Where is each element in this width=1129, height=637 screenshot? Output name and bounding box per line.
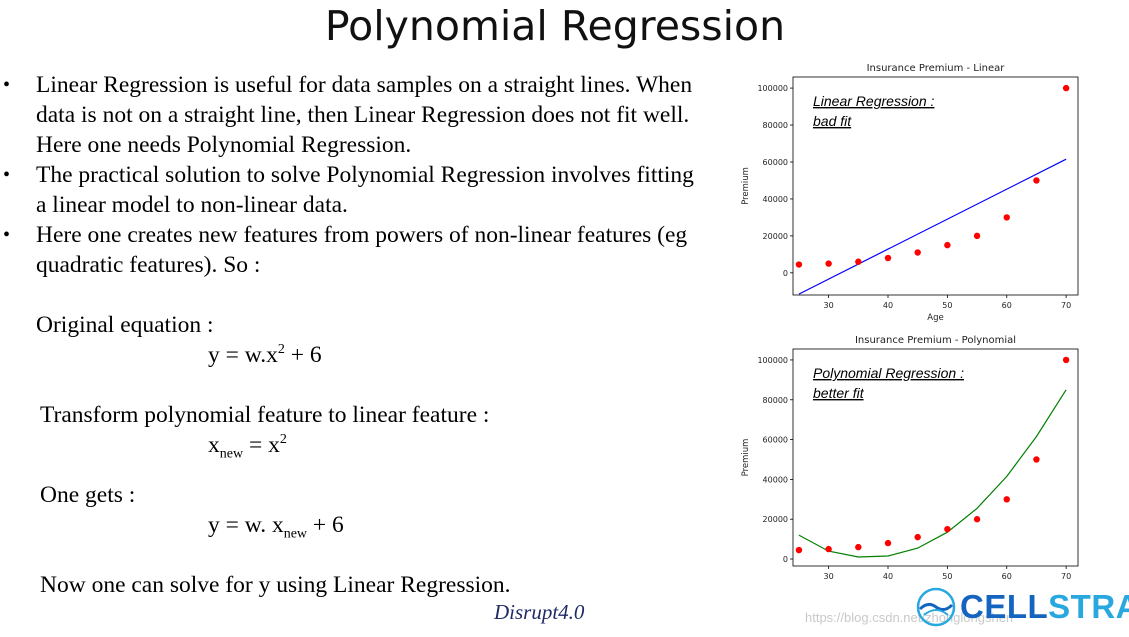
data-point [884, 254, 892, 262]
eq1-lhs: y = w.x [208, 342, 278, 368]
x-tick-label: 40 [883, 572, 893, 581]
handshake-globe-icon [916, 587, 956, 627]
bullet-text: The practical solution to solve Polynomi… [36, 162, 694, 218]
data-point [825, 545, 832, 553]
logo-text-cell: CELL [960, 588, 1049, 625]
data-point [1003, 496, 1010, 503]
original-equation-label: Original equation : [36, 312, 214, 338]
bullet-text: Linear Regression is useful for data sam… [36, 72, 693, 158]
bullet-icon: • [3, 224, 11, 246]
eq1-exponent: 2 [277, 342, 285, 358]
data-point [795, 261, 803, 268]
x-tick-label: 30 [824, 301, 834, 310]
eq3-subscript: new [283, 526, 308, 542]
bullet-text: Here one creates new features from power… [36, 222, 688, 278]
data-point [1003, 214, 1010, 221]
equation-linear: y = w. xnew + 6 [208, 510, 344, 542]
fit-line [798, 389, 1067, 558]
cellstrat-logo: CELLSTRAT [914, 585, 1129, 633]
data-point [1062, 356, 1070, 364]
plot-area [792, 76, 1079, 296]
data-point [944, 525, 951, 533]
y-tick-label: 0 [783, 555, 788, 564]
chart-title: Insurance Premium - Linear [867, 63, 1006, 74]
eq2-exponent: 2 [279, 432, 287, 448]
y-tick-label: 0 [783, 269, 788, 278]
data-point [855, 258, 862, 265]
plot-area [792, 348, 1079, 567]
bullet-icon: • [3, 74, 11, 96]
data-point [944, 241, 951, 249]
chart-annotation: bad fit [813, 113, 852, 129]
y-tick-label: 60000 [763, 436, 788, 445]
y-tick-label: 40000 [763, 195, 788, 204]
x-tick-label: 30 [824, 572, 834, 581]
bullet-list: • Linear Regression is useful for data s… [0, 70, 710, 280]
eq1-rhs: + 6 [284, 342, 322, 368]
y-tick-label: 60000 [763, 158, 788, 167]
data-point [1033, 177, 1040, 184]
eq3-rhs: + 6 [307, 512, 344, 538]
bullet-item: • Linear Regression is useful for data s… [0, 70, 710, 160]
x-axis-label: Age [927, 313, 943, 323]
x-tick-label: 40 [883, 301, 893, 310]
data-point [1033, 456, 1040, 463]
data-point [825, 260, 832, 267]
polynomial-regression-chart: Insurance Premium - Polynomial 30 40 50 60 70… [741, 335, 1079, 581]
y-axis-label: Premium [741, 439, 751, 477]
bullet-item: • Here one creates new features from pow… [0, 220, 710, 280]
bullet-icon: • [3, 164, 11, 186]
transform-label: Transform polynomial feature to linear f… [40, 402, 490, 428]
eq2-mid: = x [243, 432, 280, 458]
y-tick-label: 100000 [757, 84, 788, 93]
data-point [855, 543, 862, 551]
watermark: https://blog.csdn.net/zhonglongshen [805, 610, 1014, 625]
chart-annotation: better fit [813, 385, 865, 401]
chart-annotation: Polynomial Regression : [813, 365, 964, 381]
data-point [884, 539, 892, 547]
data-point [1062, 84, 1070, 92]
data-point [973, 232, 981, 240]
equation-original: y = w.x2 + 6 [208, 340, 322, 370]
data-point [914, 533, 921, 541]
one-gets-label: One gets : [40, 482, 136, 508]
chart-title: Insurance Premium - Polynomial [855, 335, 1016, 346]
x-tick-label: 70 [1061, 301, 1071, 310]
slide-title: Polynomial Regression [324, 2, 786, 50]
equation-transform: xnew = x2 [208, 430, 287, 462]
x-tick-label: 70 [1061, 572, 1071, 581]
eq2-var: x [208, 432, 220, 458]
y-tick-label: 80000 [763, 121, 788, 130]
chart-annotation: Linear Regression : [813, 93, 935, 109]
y-tick-label: 40000 [763, 475, 788, 484]
x-tick-label: 50 [942, 572, 952, 581]
y-tick-label: 100000 [757, 356, 788, 365]
fit-line [798, 158, 1067, 295]
x-tick-label: 50 [942, 301, 952, 310]
conclusion-text: Now one can solve for y using Linear Reg… [40, 572, 511, 598]
eq2-subscript: new [219, 446, 244, 462]
linear-regression-chart: Insurance Premium - Linear 30 40 50 60 70 0 200… [741, 63, 1079, 323]
eq3-lhs: y = w. x [208, 512, 284, 538]
y-tick-label: 20000 [763, 515, 788, 524]
x-tick-label: 60 [1002, 572, 1012, 581]
x-tick-label: 60 [1002, 301, 1012, 310]
data-point [795, 546, 803, 554]
y-axis-label: Premium [741, 167, 751, 205]
logo-text: CELLSTRAT [960, 588, 1129, 626]
footer-tag: Disrupt4.0 [494, 600, 585, 624]
data-point [914, 249, 921, 256]
bullet-item: • The practical solution to solve Polyno… [0, 160, 710, 220]
y-tick-label: 80000 [763, 396, 788, 405]
data-point [973, 516, 981, 523]
logo-text-strat: STRAT [1048, 588, 1129, 625]
y-tick-label: 20000 [763, 232, 788, 241]
